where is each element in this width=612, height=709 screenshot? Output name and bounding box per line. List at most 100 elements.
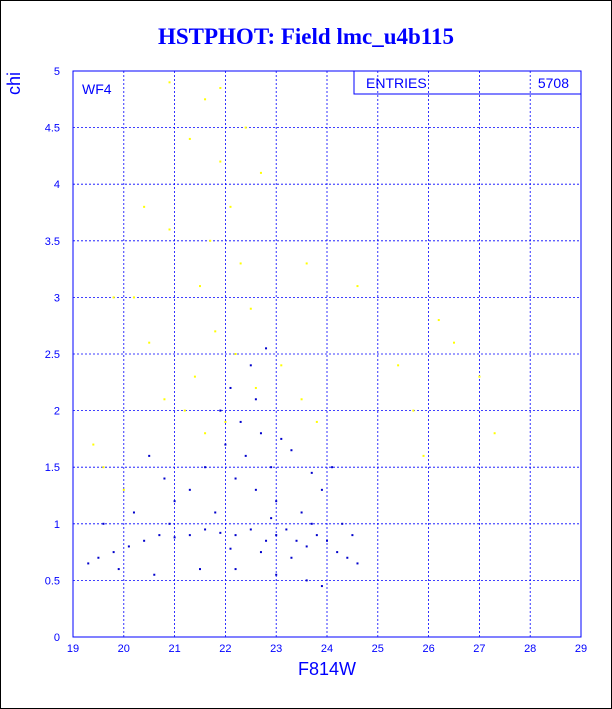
data-point [122,488,125,491]
data-point [265,539,268,542]
y-tick-label: 0 [54,632,60,644]
data-point [112,296,115,299]
data-point [168,522,171,525]
data-point [356,562,359,565]
data-point [244,126,247,129]
field-label: WF4 [82,81,112,97]
data-point [132,296,135,299]
x-axis-label: F814W [298,659,356,679]
data-point [244,454,247,457]
data-point [163,477,166,480]
x-tick-label: 25 [372,643,384,655]
data-point [259,171,262,174]
x-tick-label: 24 [321,643,333,655]
data-point [453,341,455,344]
data-point [310,522,313,525]
chart-title: HSTPHOT: Field lmc_u4b115 [157,24,455,49]
data-point [158,534,161,537]
data-point [397,364,400,367]
data-point [92,443,95,446]
data-point [219,160,222,163]
data-point [153,573,156,576]
data-point [204,528,207,531]
data-point [300,511,303,514]
data-point [249,364,252,367]
data-point [112,551,115,554]
data-point [102,466,105,469]
plot-border [72,70,582,638]
data-point [239,262,242,265]
data-point [259,551,262,554]
data-point [270,517,273,520]
data-point [199,568,201,571]
x-tick-label: 22 [219,643,231,655]
stats-box [353,70,582,95]
x-tick-label: 20 [118,643,130,655]
data-point [229,205,232,208]
data-point [478,375,481,378]
x-tick-label: 28 [524,643,536,655]
data-point [275,500,278,503]
y-tick-label: 5 [54,66,60,78]
data-point [148,341,151,344]
data-point [493,432,496,435]
data-point [97,556,100,559]
data-point [437,319,440,322]
data-point [229,386,232,389]
data-point [143,539,146,542]
stats-label: ENTRIES [366,75,427,91]
data-point [275,573,278,576]
y-tick-label: 3.5 [45,236,60,248]
data-point [315,534,318,537]
data-point [204,432,207,435]
y-tick-label: 1.5 [45,462,60,474]
data-point [290,556,293,559]
data-point [163,398,166,401]
data-point [320,585,323,588]
data-point [219,531,222,534]
data-point [173,500,176,503]
data-point [188,137,191,140]
data-point [193,375,196,378]
data-point [315,420,318,423]
data-point [229,547,232,550]
x-tick-label: 23 [270,643,282,655]
data-point [249,528,252,531]
data-point [234,477,237,480]
data-point [219,409,222,412]
data-point [254,398,257,401]
data-point [422,454,425,457]
data-point [239,420,242,423]
data-point [280,364,283,367]
data-point [143,205,146,208]
y-axis-label: chi [4,72,24,95]
data-point [204,466,207,469]
data-point [168,81,171,84]
data-point [224,420,227,423]
x-tick-label: 21 [168,643,180,655]
data-point [127,545,130,548]
data-point [183,409,186,412]
data-point [285,528,288,531]
data-point [117,568,120,571]
data-point [346,556,349,559]
data-point [270,466,273,469]
data-point [259,432,262,435]
data-point [199,285,201,288]
data-point [249,307,252,310]
y-tick-label: 0.5 [45,575,60,587]
data-point [234,353,237,355]
data-point [310,471,313,474]
data-point [351,534,354,537]
data-point [280,437,283,440]
data-point [148,454,151,457]
data-point [209,239,212,242]
data-point [295,539,298,542]
data-point [254,488,257,491]
data-point [275,534,278,537]
data-point [412,409,415,412]
data-point [290,449,293,452]
y-tick-label: 1 [54,519,60,531]
stats-value: 5708 [538,75,569,91]
